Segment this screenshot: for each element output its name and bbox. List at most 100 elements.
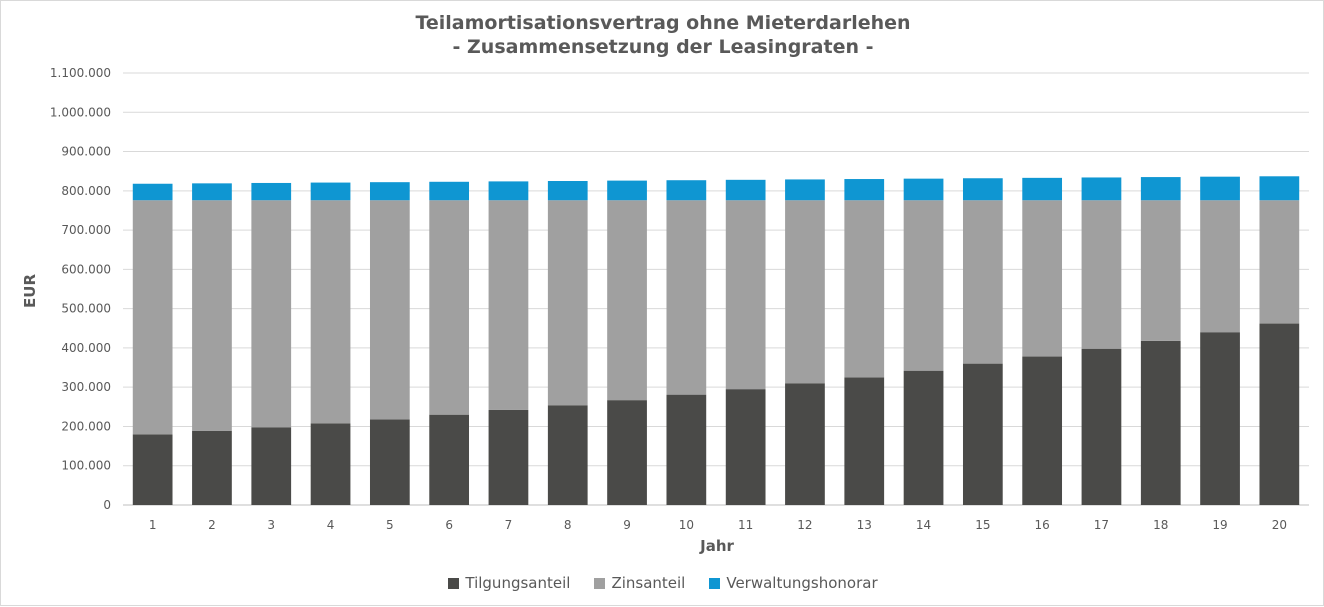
bar-zinsanteil-17 bbox=[1081, 200, 1122, 349]
bar-tilgungsanteil-14 bbox=[903, 370, 944, 505]
bar-zinsanteil-6 bbox=[429, 200, 470, 415]
bar-zinsanteil-15 bbox=[962, 200, 1003, 364]
x-tick-label: 10 bbox=[679, 518, 694, 532]
bar-zinsanteil-7 bbox=[488, 200, 529, 410]
x-tick-label: 20 bbox=[1272, 518, 1287, 532]
bar-zinsanteil-5 bbox=[369, 200, 410, 420]
x-tick-label: 16 bbox=[1035, 518, 1050, 532]
y-tick-label: 700.000 bbox=[61, 223, 111, 237]
bar-zinsanteil-19 bbox=[1200, 200, 1240, 333]
x-tick-label: 18 bbox=[1153, 518, 1168, 532]
bar-zinsanteil-14 bbox=[903, 200, 944, 371]
bar-tilgungsanteil-8 bbox=[547, 405, 588, 505]
bar-tilgungsanteil-17 bbox=[1081, 348, 1122, 505]
bar-verwaltungshonorar-2 bbox=[192, 183, 232, 201]
bar-tilgungsanteil-6 bbox=[429, 414, 470, 505]
legend-label: Tilgungsanteil bbox=[465, 574, 571, 592]
bar-tilgungsanteil-13 bbox=[844, 377, 885, 505]
legend-item: Zinsanteil bbox=[594, 574, 685, 592]
chart-title: Teilamortisationsvertrag ohne Mieterdarl… bbox=[415, 12, 911, 34]
bar-tilgungsanteil-5 bbox=[369, 419, 410, 505]
bar-verwaltungshonorar-13 bbox=[844, 179, 885, 201]
x-tick-label: 6 bbox=[445, 518, 453, 532]
bar-verwaltungshonorar-11 bbox=[725, 179, 766, 201]
bar-zinsanteil-13 bbox=[844, 200, 885, 378]
bar-zinsanteil-12 bbox=[785, 200, 825, 384]
y-tick-label: 900.000 bbox=[61, 145, 111, 159]
bar-zinsanteil-20 bbox=[1259, 200, 1300, 324]
bar-verwaltungshonorar-15 bbox=[962, 178, 1003, 201]
bar-zinsanteil-9 bbox=[607, 200, 647, 401]
y-tick-label: 400.000 bbox=[61, 341, 111, 355]
gridlines bbox=[123, 72, 1309, 506]
legend: Tilgungsanteil Zinsanteil Verwaltungshonor… bbox=[1, 574, 1324, 592]
x-tick-label: 5 bbox=[386, 518, 394, 532]
bar-tilgungsanteil-11 bbox=[725, 389, 766, 505]
legend-swatch bbox=[594, 577, 606, 589]
bars bbox=[132, 176, 1300, 505]
bar-verwaltungshonorar-17 bbox=[1081, 177, 1122, 201]
legend-swatch bbox=[448, 577, 460, 589]
bar-tilgungsanteil-7 bbox=[488, 409, 529, 505]
y-tick-label: 800.000 bbox=[61, 184, 111, 198]
x-tick-label: 9 bbox=[623, 518, 631, 532]
bar-verwaltungshonorar-6 bbox=[429, 181, 470, 201]
x-tick-label: 4 bbox=[327, 518, 335, 532]
x-tick-label: 1 bbox=[149, 518, 157, 532]
bar-tilgungsanteil-12 bbox=[785, 383, 825, 505]
bar-zinsanteil-1 bbox=[132, 200, 173, 435]
y-tick-label: 0 bbox=[103, 498, 111, 512]
bar-verwaltungshonorar-1 bbox=[132, 183, 173, 201]
bar-verwaltungshonorar-12 bbox=[785, 179, 825, 201]
bar-verwaltungshonorar-18 bbox=[1140, 177, 1181, 201]
chart-subtitle: - Zusammensetzung der Leasingraten - bbox=[452, 36, 874, 58]
bar-tilgungsanteil-19 bbox=[1200, 332, 1240, 505]
x-tick-label: 7 bbox=[505, 518, 513, 532]
bar-verwaltungshonorar-4 bbox=[310, 182, 351, 201]
x-tick-label: 2 bbox=[208, 518, 216, 532]
x-tick-label: 19 bbox=[1212, 518, 1227, 532]
legend-item: Tilgungsanteil bbox=[448, 574, 570, 592]
bar-tilgungsanteil-2 bbox=[192, 430, 232, 505]
x-axis-ticks: 1 2 3 4 5 6 7 8 9 10 11 12 13 14 15 16 17 18 19 20 bbox=[149, 518, 1287, 532]
bar-zinsanteil-18 bbox=[1140, 200, 1181, 341]
bar-zinsanteil-8 bbox=[547, 200, 588, 406]
x-axis-title: Jahr bbox=[699, 537, 734, 555]
x-tick-label: 12 bbox=[797, 518, 812, 532]
y-tick-label: 500.000 bbox=[61, 302, 111, 316]
bar-verwaltungshonorar-14 bbox=[903, 178, 944, 201]
bar-zinsanteil-4 bbox=[310, 200, 351, 424]
x-tick-label: 11 bbox=[738, 518, 753, 532]
y-tick-label: 100.000 bbox=[61, 459, 111, 473]
x-tick-label: 8 bbox=[564, 518, 572, 532]
bar-tilgungsanteil-16 bbox=[1022, 356, 1063, 505]
bar-tilgungsanteil-3 bbox=[251, 427, 292, 505]
bar-verwaltungshonorar-10 bbox=[666, 180, 707, 201]
bar-verwaltungshonorar-8 bbox=[547, 181, 588, 201]
legend-swatch bbox=[709, 577, 721, 589]
y-tick-label: 200.000 bbox=[61, 419, 111, 433]
bar-tilgungsanteil-9 bbox=[607, 400, 647, 505]
y-tick-label: 1.000.000 bbox=[50, 105, 111, 119]
bar-verwaltungshonorar-20 bbox=[1259, 176, 1300, 201]
x-tick-label: 13 bbox=[857, 518, 872, 532]
bar-zinsanteil-11 bbox=[725, 200, 766, 390]
bar-verwaltungshonorar-5 bbox=[369, 182, 410, 201]
legend-label: Zinsanteil bbox=[611, 574, 686, 592]
bar-zinsanteil-3 bbox=[251, 200, 292, 428]
bar-verwaltungshonorar-9 bbox=[607, 180, 647, 201]
x-tick-label: 17 bbox=[1094, 518, 1109, 532]
bar-tilgungsanteil-18 bbox=[1140, 340, 1181, 505]
y-axis-title: EUR bbox=[21, 274, 39, 308]
y-tick-label: 600.000 bbox=[61, 262, 111, 276]
bar-tilgungsanteil-1 bbox=[132, 434, 173, 505]
bar-verwaltungshonorar-19 bbox=[1200, 176, 1240, 201]
bar-tilgungsanteil-10 bbox=[666, 394, 707, 505]
bar-verwaltungshonorar-7 bbox=[488, 181, 529, 201]
bar-verwaltungshonorar-3 bbox=[251, 182, 292, 201]
bar-verwaltungshonorar-16 bbox=[1022, 177, 1063, 201]
x-tick-label: 3 bbox=[267, 518, 275, 532]
legend-label: Verwaltungshonorar bbox=[726, 574, 878, 592]
